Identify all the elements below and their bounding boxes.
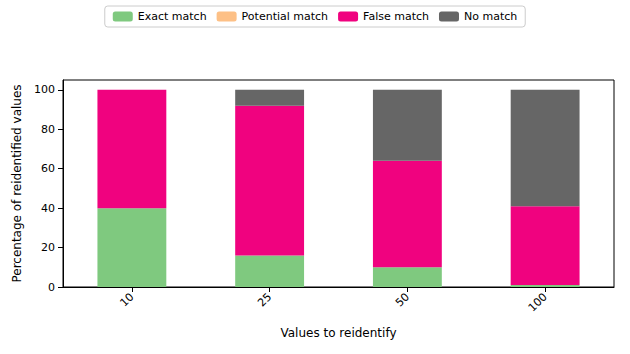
svg-text:25: 25 xyxy=(255,290,274,309)
svg-text:80: 80 xyxy=(41,123,55,136)
svg-text:40: 40 xyxy=(41,202,55,215)
svg-text:50: 50 xyxy=(393,290,412,309)
svg-text:Percentage of reidentified val: Percentage of reidentified values xyxy=(10,84,24,282)
svg-text:20: 20 xyxy=(41,241,55,254)
svg-text:0: 0 xyxy=(48,281,55,294)
svg-text:100: 100 xyxy=(526,290,550,314)
svg-text:No match: No match xyxy=(464,10,517,23)
svg-text:Potential match: Potential match xyxy=(242,10,329,23)
svg-text:False match: False match xyxy=(363,10,429,23)
svg-text:Values to reidentify: Values to reidentify xyxy=(280,326,396,340)
svg-text:Exact match: Exact match xyxy=(138,10,207,23)
svg-text:10: 10 xyxy=(117,290,136,309)
svg-text:100: 100 xyxy=(34,83,55,96)
svg-text:60: 60 xyxy=(41,162,55,175)
